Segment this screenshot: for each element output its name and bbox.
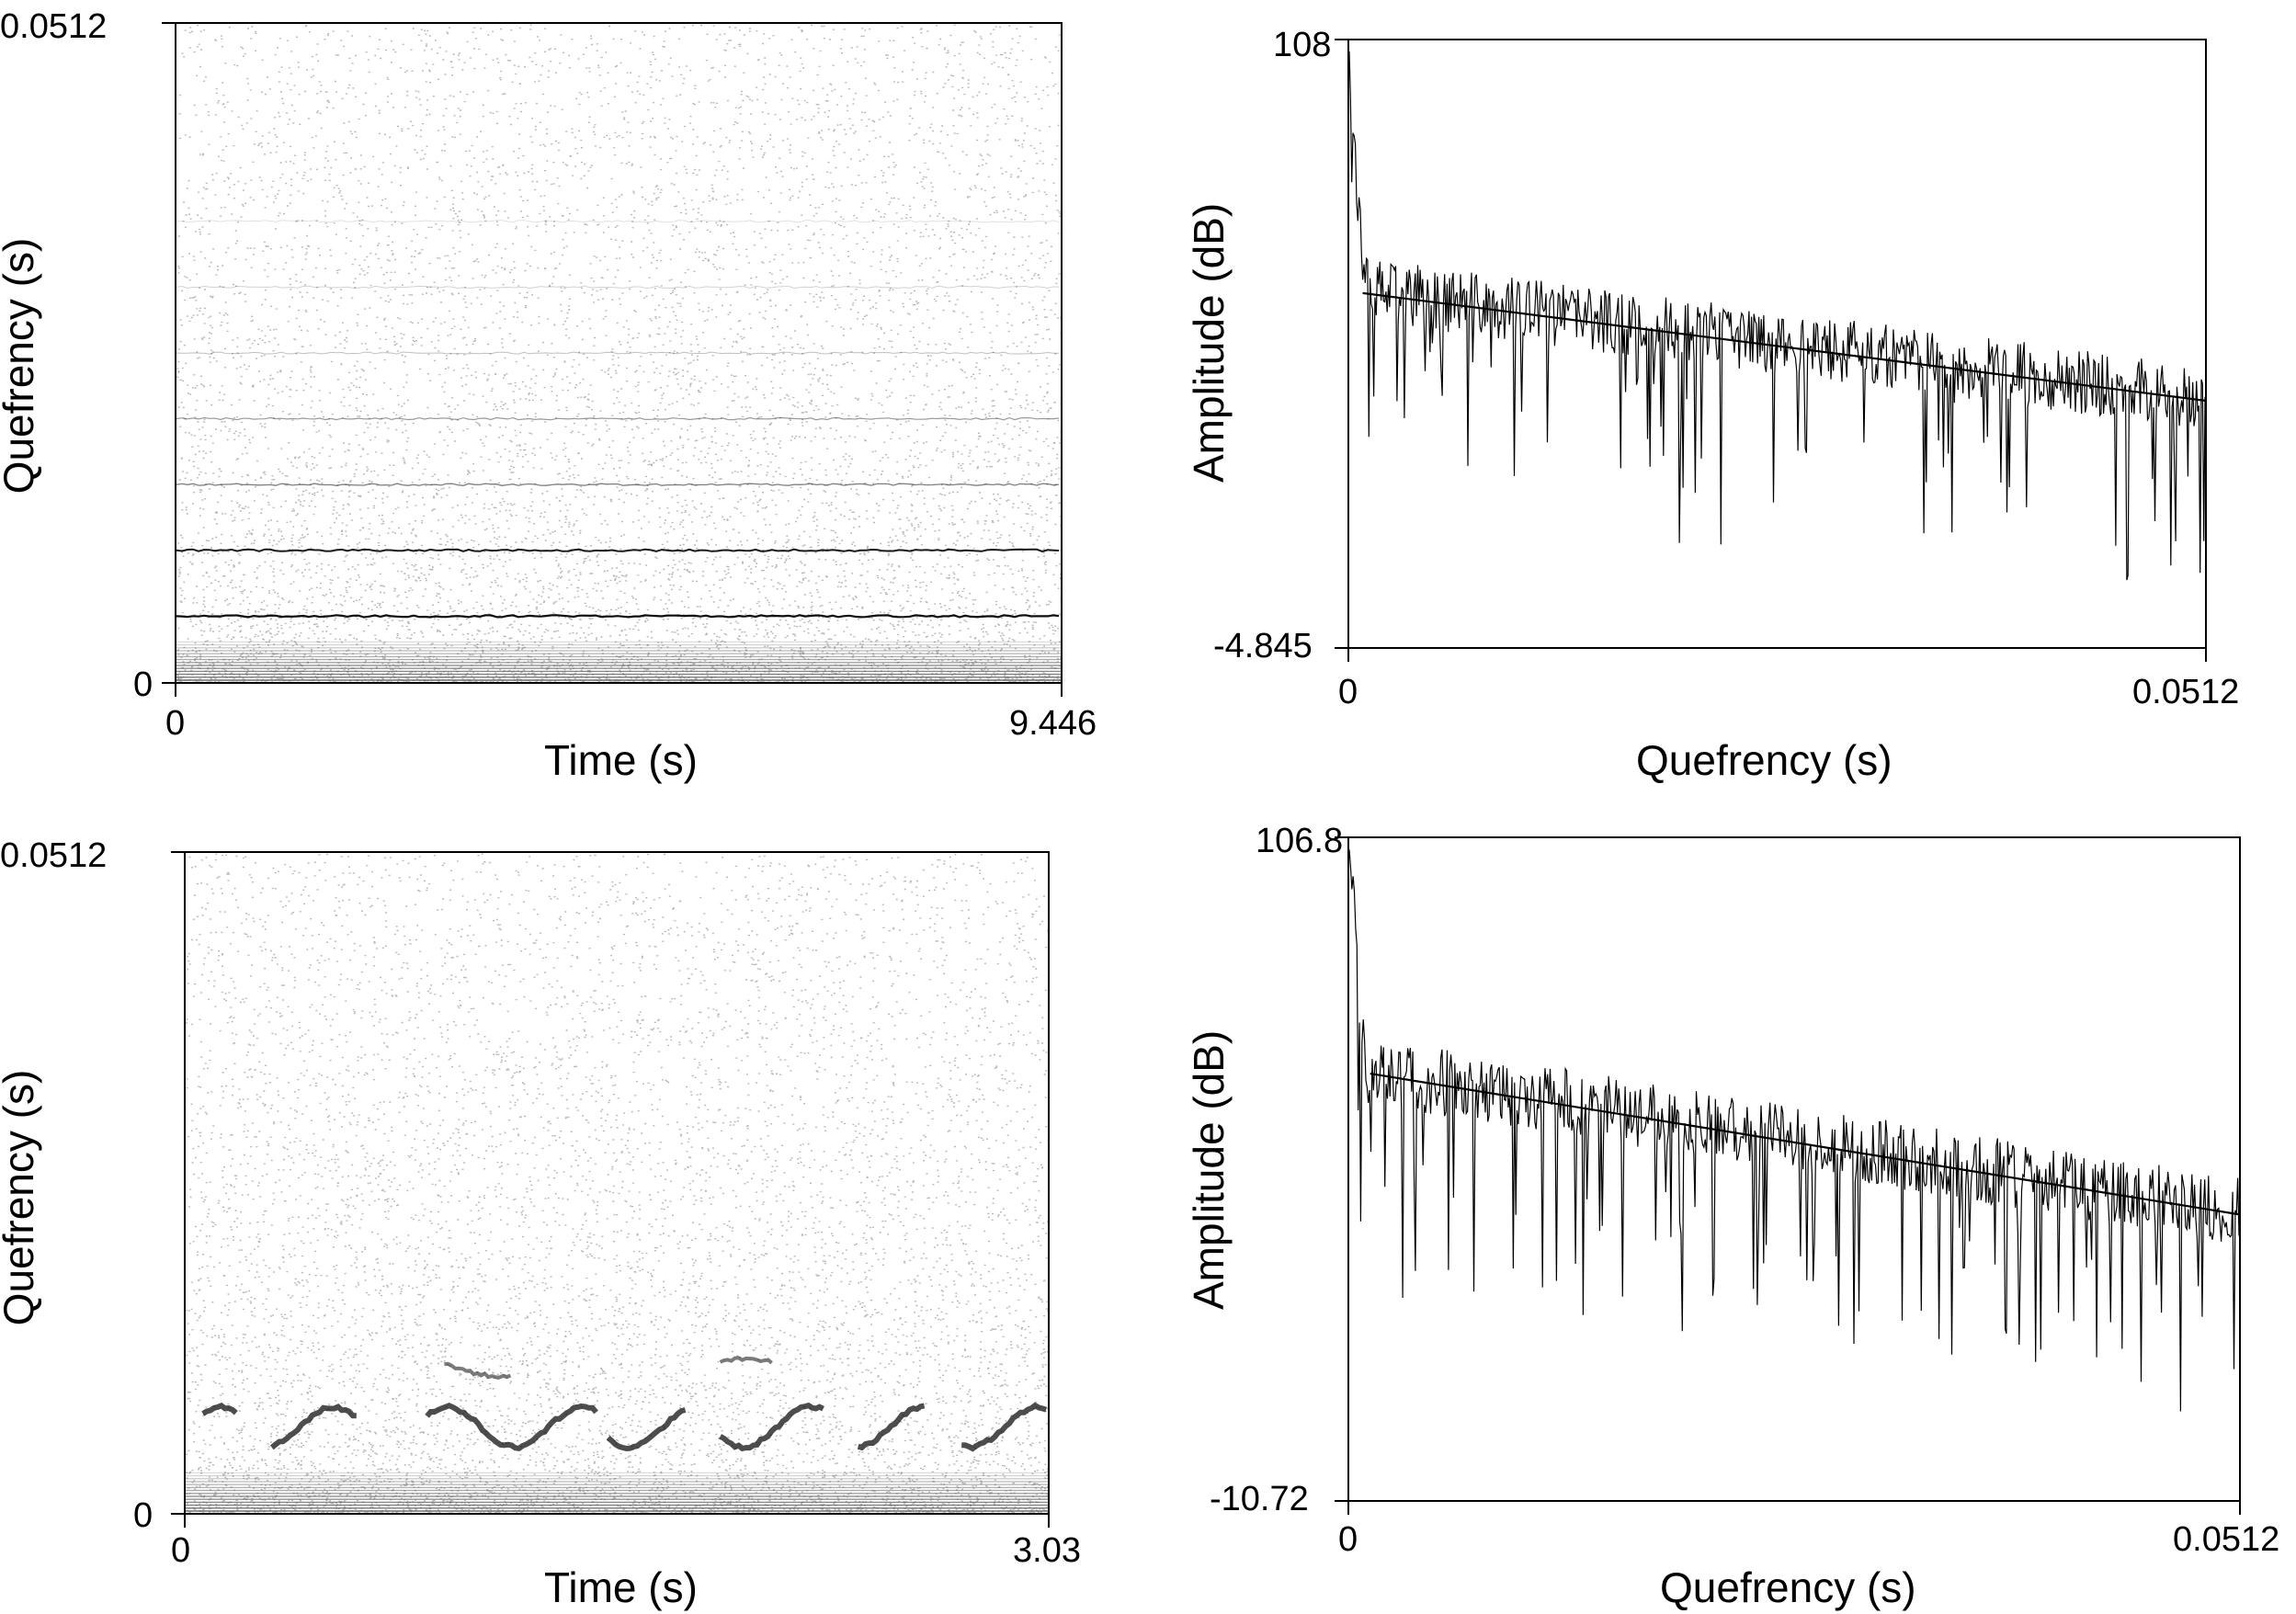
y-tick-mark: [162, 22, 175, 24]
y-tick-top: 106.8: [1256, 822, 1344, 860]
y-axis-title: Amplitude (dB): [1185, 202, 1233, 483]
pitch-contour: [961, 1402, 1048, 1452]
y-tick-mark: [162, 682, 175, 684]
pitch-contour: [719, 1402, 824, 1452]
rahmonic-band: [176, 548, 1060, 552]
x-tick-mark: [175, 684, 176, 697]
y-tick-bottom: 0: [133, 665, 153, 704]
spectrogram-plot-bottom: [184, 851, 1050, 1515]
y-tick-mark: [171, 1513, 184, 1515]
y-tick-top: 108: [1273, 26, 1332, 64]
x-tick-mark: [2205, 649, 2207, 662]
regression-line: [1370, 1073, 2239, 1216]
y-tick-bottom: 0: [133, 1496, 153, 1535]
spectrogram-image-top: [176, 24, 1061, 682]
rahmonic-band: [176, 416, 1060, 421]
x-axis-title: Time (s): [544, 1563, 698, 1611]
y-axis-title: Quefrency (s): [0, 237, 42, 494]
pitch-contour: [425, 1402, 598, 1452]
y-tick-top: 0.0512: [0, 836, 108, 875]
x-tick-right: 3.03: [1013, 1531, 1081, 1570]
y-tick-bottom: -10.72: [1210, 1480, 1309, 1518]
x-axis-title: Quefrency (s): [1636, 736, 1892, 784]
rahmonic-band: [176, 351, 1060, 355]
rahmonic-band: [176, 220, 1060, 223]
pitch-contour-upper: [719, 1356, 773, 1365]
x-tick-mark: [184, 1515, 186, 1528]
y-tick-mark: [1335, 836, 1347, 838]
x-tick-right: 0.0512: [2173, 1520, 2280, 1559]
pitch-contour: [857, 1403, 926, 1451]
x-tick-mark: [1347, 1502, 1349, 1515]
x-tick-left: 0: [165, 704, 186, 743]
cepstrum-line-top: [1349, 51, 2205, 581]
x-axis-title: Time (s): [544, 736, 698, 784]
y-tick-mark: [1335, 647, 1347, 649]
x-tick-mark: [2239, 1502, 2241, 1515]
y-tick-mark: [1335, 39, 1347, 40]
x-tick-left: 0: [1338, 1520, 1358, 1559]
rahmonic-band: [176, 285, 1060, 290]
cepstrum-plot-top: [1347, 39, 2207, 649]
x-tick-mark: [1048, 1515, 1050, 1528]
cepstrum-line-bottom: [1349, 849, 2239, 1412]
pitch-contour: [606, 1407, 687, 1452]
y-axis-title: Quefrency (s): [0, 1069, 42, 1326]
x-tick-left: 0: [1338, 673, 1358, 711]
x-tick-left: 0: [171, 1531, 191, 1570]
regression-line: [1362, 291, 2205, 402]
rahmonic-band: [176, 483, 1060, 486]
rahmonic-band: [176, 614, 1060, 619]
pitch-contour: [269, 1404, 357, 1450]
x-tick-right: 0.0512: [2132, 673, 2240, 711]
y-axis-title: Amplitude (dB): [1185, 1029, 1233, 1310]
y-tick-top: 0.0512: [0, 7, 108, 46]
cepstrum-trace: [1349, 51, 2205, 581]
x-axis-title: Quefrency (s): [1660, 1563, 1916, 1611]
y-tick-bottom: -4.845: [1213, 627, 1313, 665]
y-tick-mark: [1335, 1500, 1347, 1502]
x-tick-mark: [1347, 649, 1349, 662]
x-tick-right: 9.446: [1009, 704, 1097, 743]
x-tick-mark: [1061, 684, 1063, 697]
pitch-contour-upper: [444, 1361, 512, 1380]
cepstrum-plot-bottom: [1347, 836, 2241, 1502]
cepstrum-trace: [1349, 849, 2239, 1412]
spectrogram-plot-top: [175, 22, 1063, 684]
spectrogram-image-bottom: [186, 853, 1048, 1513]
pitch-contour: [201, 1402, 238, 1416]
y-tick-mark: [171, 851, 184, 853]
